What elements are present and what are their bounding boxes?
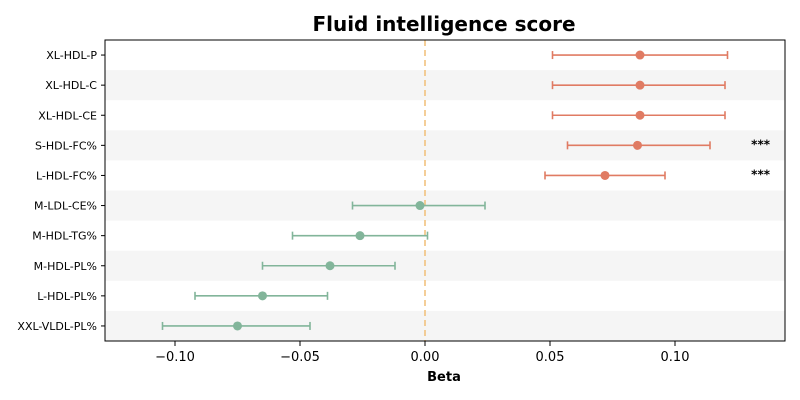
y-tick-label: XL-HDL-P <box>46 49 97 62</box>
x-tick-label: 0.00 <box>411 350 440 365</box>
data-marks <box>161 50 729 331</box>
y-axis-labels: XL-HDL-P XL-HDL-C XL-HDL-CE S-HDL-FC% L-HDL-… <box>17 49 105 333</box>
point-estimate <box>355 231 365 241</box>
x-tick-label: −0.10 <box>155 350 195 365</box>
point-estimate <box>635 80 645 90</box>
y-tick-label: M-LDL-CE% <box>34 200 97 213</box>
x-tick-label: 0.05 <box>536 350 565 365</box>
y-tick-label: L-HDL-PL% <box>37 290 97 303</box>
point-estimate <box>635 110 645 120</box>
significance-markers: *** *** <box>751 137 771 181</box>
point-estimate <box>633 140 642 150</box>
point-estimate <box>415 201 425 211</box>
x-tick-label: 0.10 <box>661 350 690 365</box>
point-estimate <box>258 291 267 301</box>
chart-title: Fluid intelligence score <box>312 12 575 36</box>
significance-label: *** <box>751 137 771 151</box>
point-estimate <box>600 170 610 180</box>
row-band <box>105 250 785 281</box>
y-tick-label: XL-HDL-C <box>45 79 97 92</box>
y-tick-label: M-HDL-TG% <box>32 230 97 243</box>
y-tick-label: XXL-VLDL-PL% <box>17 320 97 333</box>
point-estimate <box>233 321 242 331</box>
y-tick-label: S-HDL-FC% <box>35 139 97 152</box>
plot-frame <box>104 39 786 342</box>
x-tick-label: −0.05 <box>280 350 320 365</box>
significance-label: *** <box>751 167 771 181</box>
y-tick-label: XL-HDL-CE <box>38 109 97 122</box>
point-estimate <box>325 261 335 271</box>
y-tick-label: L-HDL-FC% <box>36 169 97 182</box>
point-estimate <box>635 50 645 60</box>
x-axis: −0.10 −0.05 0.00 0.05 0.10 <box>155 341 689 365</box>
y-tick-label: M-HDL-PL% <box>34 260 97 273</box>
x-axis-label: Beta <box>427 370 461 385</box>
